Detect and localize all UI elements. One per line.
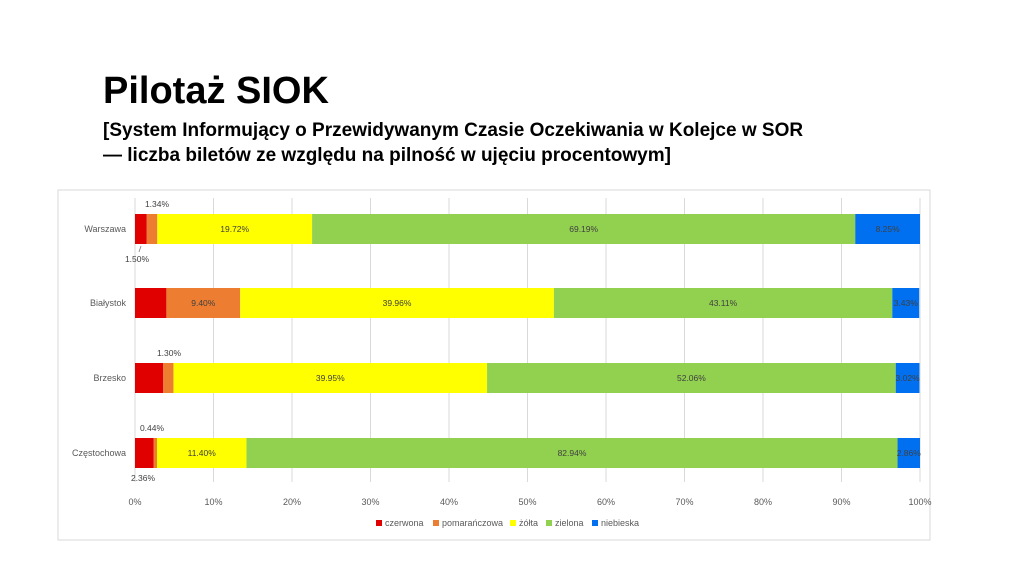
data-label-brzesko-pomaranczowa: 1.30% xyxy=(157,348,182,358)
legend-label-pomaranczowa: pomarańczowa xyxy=(442,518,503,528)
chart-frame xyxy=(57,189,931,541)
bar-czestochowa-zielona xyxy=(246,438,898,468)
bar-warszawa-zolta xyxy=(157,214,313,244)
category-label-bialystok: Białystok xyxy=(90,298,127,308)
x-tick-label: 90% xyxy=(832,497,850,507)
legend-label-niebieska: niebieska xyxy=(601,518,639,528)
data-label-bialystok-zielona: 43.11% xyxy=(709,298,738,308)
bar-brzesko-niebieska xyxy=(895,363,920,393)
chart-bars xyxy=(135,214,920,468)
category-label-warszawa: Warszawa xyxy=(84,224,126,234)
slide-title: Pilotaż SIOK xyxy=(103,70,329,112)
x-tick-label: 10% xyxy=(204,497,222,507)
bar-bialystok-niebieska xyxy=(892,288,920,318)
data-label-warszawa-pomaranczowa: 1.34% xyxy=(145,199,170,209)
chart-grid xyxy=(134,198,921,482)
legend-swatch-niebieska xyxy=(592,520,598,526)
bar-brzesko-zolta xyxy=(173,363,488,393)
chart-x-tick-labels: 0% 10% 20% 30% 40% 50% 60% 70% 80% 90% 100% xyxy=(128,497,931,507)
x-tick-label: 100% xyxy=(908,497,931,507)
label-leader-line xyxy=(138,245,142,253)
data-label-brzesko-zolta: 39.95% xyxy=(316,373,345,383)
x-tick-label: 50% xyxy=(518,497,536,507)
bar-czestochowa-niebieska xyxy=(897,438,920,468)
legend-label-czerwona: czerwona xyxy=(385,518,424,528)
bar-warszawa-niebieska xyxy=(855,214,920,244)
chart-legend: czerwona pomarańczowa żółta zielona niebiesk… xyxy=(376,518,639,528)
data-label-brzesko-niebieska: 3.02% xyxy=(896,373,921,383)
x-tick-label: 0% xyxy=(128,497,141,507)
legend-label-zolta: żółta xyxy=(519,518,538,528)
x-tick-label: 20% xyxy=(283,497,301,507)
bar-brzesko-zielona xyxy=(487,363,896,393)
data-label-czestochowa-zolta: 11.40% xyxy=(188,448,217,458)
bar-bialystok-zielona xyxy=(553,288,893,318)
data-label-czestochowa-niebieska: 2.86% xyxy=(897,448,922,458)
x-tick-label: 70% xyxy=(675,497,693,507)
legend-swatch-zielona xyxy=(546,520,552,526)
bar-warszawa-pomaranczowa xyxy=(146,214,158,244)
data-label-bialystok-zolta: 39.96% xyxy=(383,298,412,308)
data-label-warszawa-zielona: 69.19% xyxy=(569,224,598,234)
data-label-czestochowa-czerwona: 2.36% xyxy=(131,473,156,483)
category-label-czestochowa: Częstochowa xyxy=(72,448,126,458)
slide-subtitle: [System Informujący o Przewidywanym Czas… xyxy=(103,118,963,168)
subtitle-line-1: [System Informujący o Przewidywanym Czas… xyxy=(103,120,804,141)
bar-brzesko-czerwona xyxy=(135,363,164,393)
legend-label-zielona: zielona xyxy=(555,518,584,528)
x-tick-label: 30% xyxy=(361,497,379,507)
bar-czestochowa-czerwona xyxy=(135,438,154,468)
category-label-brzesko: Brzesko xyxy=(93,373,126,383)
bar-warszawa-zielona xyxy=(312,214,856,244)
bar-bialystok-pomaranczowa xyxy=(166,288,241,318)
legend-swatch-zolta xyxy=(510,520,516,526)
chart-border xyxy=(57,189,931,541)
legend-swatch-pomaranczowa xyxy=(433,520,439,526)
data-label-bialystok-niebieska: 3.43% xyxy=(894,298,919,308)
bar-czestochowa-zolta xyxy=(156,438,247,468)
data-label-czestochowa-zielona: 82.94% xyxy=(558,448,587,458)
x-tick-label: 60% xyxy=(597,497,615,507)
bar-czestochowa-pomaranczowa xyxy=(153,438,157,468)
chart-data-labels: 1.50% 1.34% 19.72% 69.19% 8.25% 9.40% 39.96% 43… xyxy=(125,199,921,483)
subtitle-line-2: — liczba biletów ze względu na pilność w… xyxy=(103,145,671,166)
data-label-brzesko-zielona: 52.06% xyxy=(677,373,706,383)
data-label-warszawa-niebieska: 8.25% xyxy=(876,224,901,234)
x-tick-label: 80% xyxy=(754,497,772,507)
data-label-warszawa-czerwona: 1.50% xyxy=(125,254,150,264)
chart-category-labels: Warszawa Białystok Brzesko Częstochowa xyxy=(72,224,127,458)
bar-bialystok-czerwona xyxy=(135,288,167,318)
data-label-czestochowa-pomaranczowa: 0.44% xyxy=(140,423,165,433)
x-tick-label: 40% xyxy=(440,497,458,507)
data-label-warszawa-zolta: 19.72% xyxy=(220,224,249,234)
data-label-bialystok-pomaranczowa: 9.40% xyxy=(191,298,216,308)
legend-swatch-czerwona xyxy=(376,520,382,526)
bar-brzesko-pomaranczowa xyxy=(163,363,174,393)
bar-warszawa-czerwona xyxy=(135,214,147,244)
bar-bialystok-zolta xyxy=(240,288,554,318)
